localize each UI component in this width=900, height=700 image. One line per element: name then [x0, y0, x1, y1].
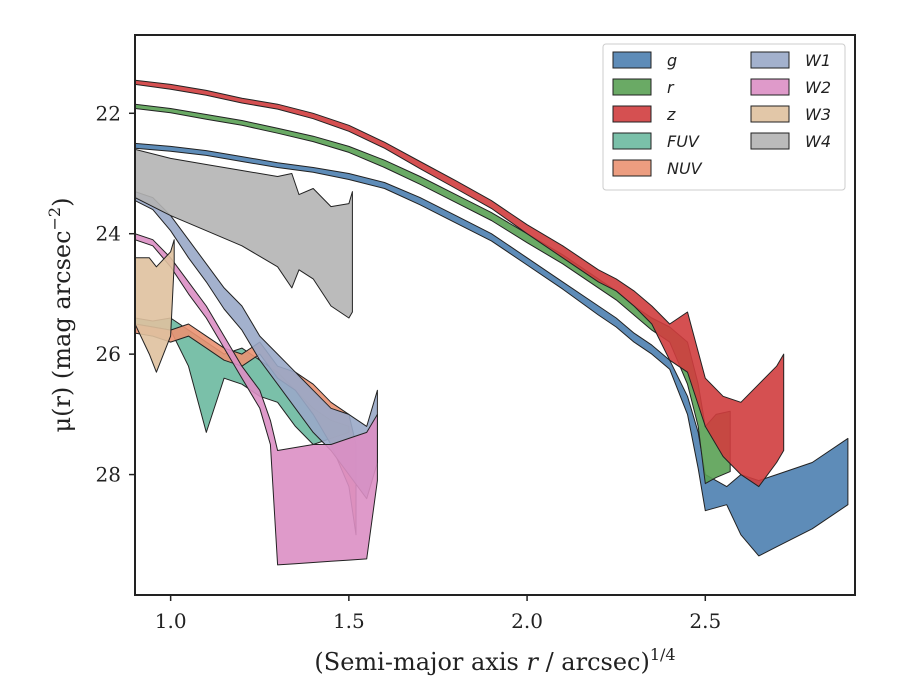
legend-label-nuv: NUV: [667, 159, 703, 178]
legend-label-w3: W3: [805, 105, 831, 124]
legend-swatch-w2: [750, 78, 790, 96]
legend-label-w4: W4: [805, 132, 831, 151]
x-tick-label: 2.5: [689, 609, 721, 633]
legend-swatch-nuv: [612, 159, 652, 177]
x-tick-label: 1.5: [333, 609, 365, 633]
legend-label-fuv: FUV: [667, 132, 700, 151]
band-w2: [135, 233, 378, 566]
legend-label-w1: W1: [805, 51, 831, 70]
y-tick-label: 26: [96, 342, 121, 366]
band-layer: [135, 79, 849, 566]
y-tick-label: 28: [96, 463, 121, 487]
axes-layer: 1.0 1.5 2.0 2.5 22 24 26 28: [96, 34, 856, 633]
band-w4: [135, 148, 353, 319]
legend-swatch-w1: [750, 51, 790, 69]
legend-swatch-fuv: [612, 132, 652, 150]
band-g: [135, 142, 849, 557]
legend-swatch-r: [612, 78, 652, 96]
x-tick-label: 1.0: [155, 609, 187, 633]
legend-swatch-z: [612, 105, 652, 123]
x-axis-label: (Semi-major axis r / arcsec)1/4: [314, 645, 675, 676]
y-tick-label: 22: [96, 101, 121, 125]
legend-label-w2: W2: [805, 78, 831, 97]
legend-swatch-g: [612, 51, 652, 69]
legend-label-z: z: [666, 105, 676, 124]
band-z: [135, 79, 785, 488]
band-w3: [135, 239, 175, 373]
legend-label-g: g: [667, 51, 677, 70]
legend-swatch-w3: [750, 105, 790, 123]
y-tick-label: 24: [96, 222, 121, 246]
band-r: [135, 103, 731, 485]
y-axis-label: μ(r) (mag arcsec−2): [45, 198, 76, 433]
x-tick-label: 2.0: [511, 609, 543, 633]
legend: grz FUV NUV W1 W2 W3 W4: [602, 43, 846, 191]
legend-label-r: r: [667, 78, 675, 97]
legend-swatch-w4: [750, 132, 790, 150]
plot-frame: [134, 34, 856, 596]
